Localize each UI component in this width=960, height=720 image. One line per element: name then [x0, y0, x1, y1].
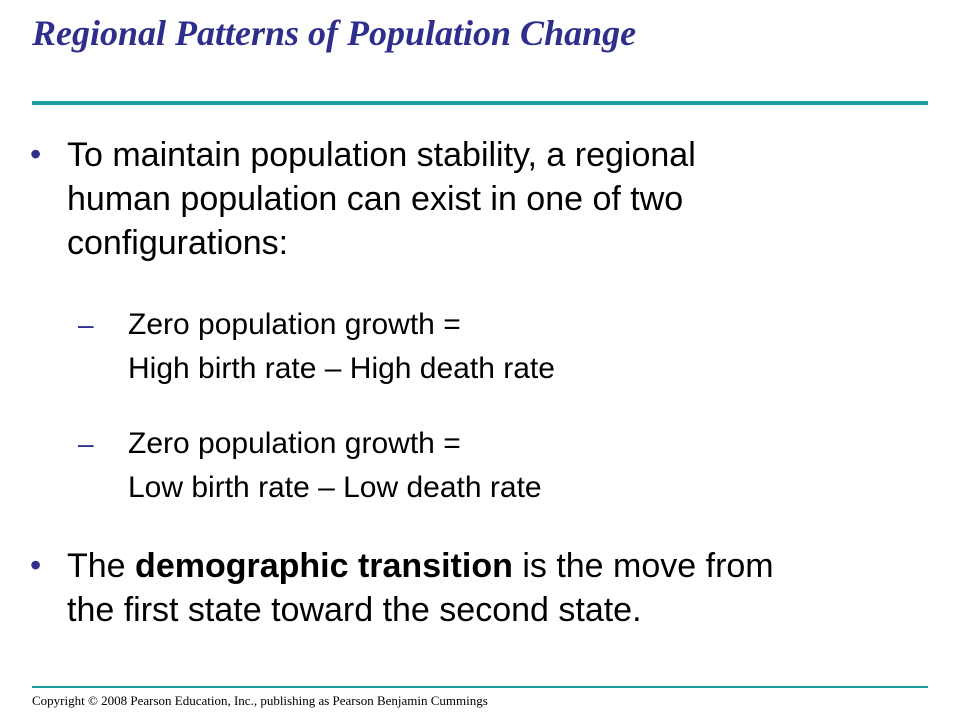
footer-divider — [32, 686, 928, 688]
dash-icon: – — [78, 309, 94, 340]
bullet-2-pre: The — [67, 547, 136, 585]
key-term: demographic transition — [135, 547, 513, 585]
bullet-1-line-3: configurations: — [67, 224, 289, 262]
sub-1-line-2: High birth rate – High death rate — [128, 352, 555, 385]
sub-2-line-2: Low birth rate – Low death rate — [128, 471, 542, 504]
bullet-2-line-1: The demographic transition is the move f… — [67, 544, 937, 588]
dash-icon: – — [78, 428, 94, 459]
bullet-1-line-2: human population can exist in one of two — [67, 180, 684, 218]
sub-text-1: Zero population growth = High birth rate… — [128, 303, 928, 391]
bullet-1-line-1: To maintain population stability, a regi… — [67, 136, 696, 174]
slide-title: Regional Patterns of Population Change — [32, 13, 637, 53]
copyright-notice: Copyright © 2008 Pearson Education, Inc.… — [32, 693, 488, 708]
bullet-2-post: is the move from — [512, 547, 774, 585]
bullet-dot-icon: • — [30, 136, 42, 172]
bullet-text-2: The demographic transition is the move f… — [67, 544, 937, 632]
bullet-dot-icon: • — [30, 547, 42, 583]
title-divider — [32, 101, 928, 105]
sub-1-line-1: Zero population growth = — [128, 308, 461, 341]
sub-text-2: Zero population growth = Low birth rate … — [128, 422, 928, 510]
sub-2-line-1: Zero population growth = — [128, 427, 461, 460]
bullet-text-1: To maintain population stability, a regi… — [67, 133, 937, 265]
bullet-2-line-2: the first state toward the second state. — [67, 591, 642, 629]
